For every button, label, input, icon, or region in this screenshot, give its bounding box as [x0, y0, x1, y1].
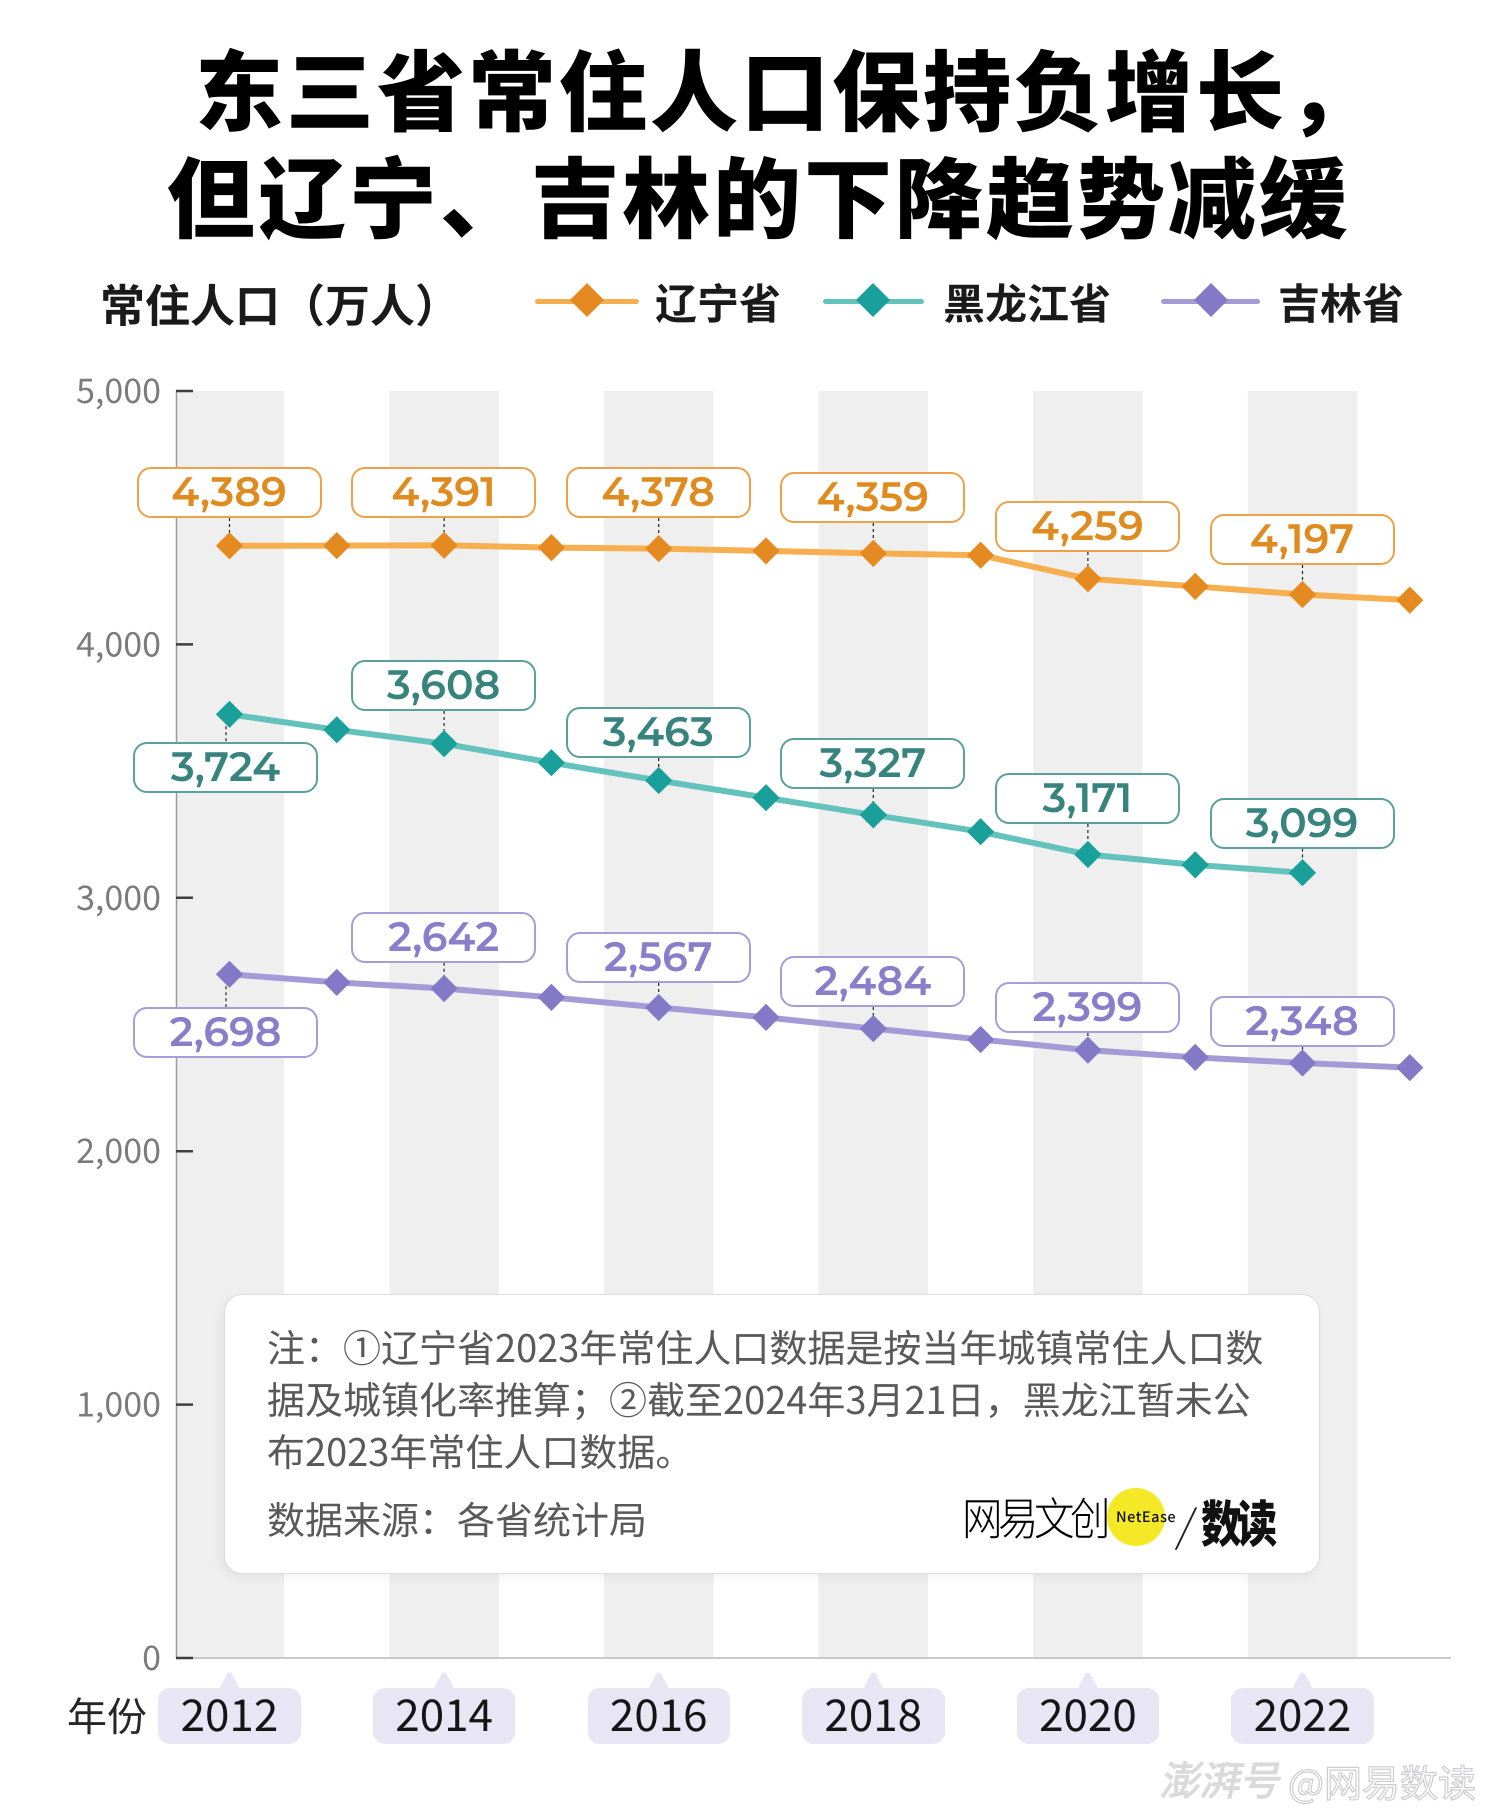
svg-text:0: 0: [142, 1631, 161, 1680]
svg-text:4,000: 4,000: [76, 617, 161, 666]
svg-text:2,000: 2,000: [76, 1124, 161, 1173]
svg-text:3,000: 3,000: [76, 871, 161, 920]
svg-text:5,000: 5,000: [76, 364, 161, 413]
svg-text:1,000: 1,000: [76, 1378, 161, 1427]
